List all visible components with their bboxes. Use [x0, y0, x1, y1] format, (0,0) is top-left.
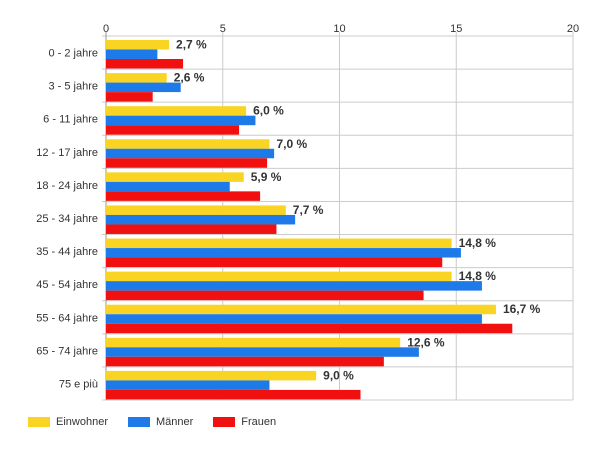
data-label-1: 2,6 %	[174, 71, 205, 85]
category-label-0: 0 - 2 jahre	[48, 48, 98, 60]
data-label-8: 16,7 %	[503, 302, 541, 316]
data-label-10: 9,0 %	[323, 368, 354, 382]
category-label-8: 55 - 64 jahre	[36, 312, 98, 324]
data-label-9: 12,6 %	[407, 335, 445, 349]
legend-swatch-einwohner	[28, 417, 50, 427]
data-label-7: 14,8 %	[459, 269, 497, 283]
bar-1-9	[106, 347, 419, 357]
bar-1-1	[106, 82, 181, 93]
bar-0-2	[106, 106, 247, 116]
bar-0-7	[106, 271, 452, 282]
bar-1-2	[106, 115, 256, 126]
category-label-5: 25 - 34 jahre	[36, 213, 98, 225]
bar-1-8	[106, 314, 482, 324]
bar-2-0	[106, 59, 184, 69]
bar-2-4	[106, 191, 261, 201]
x-tick-label-0: 0	[103, 23, 109, 35]
bar-1-0	[106, 49, 158, 59]
legend-swatch-maenner	[127, 417, 150, 427]
bar-0-0	[106, 40, 170, 50]
category-label-2: 6 - 11 jahre	[43, 114, 98, 126]
bar-0-9	[106, 337, 401, 348]
bar-0-10	[106, 370, 317, 381]
data-label-4: 5,9 %	[251, 170, 282, 184]
legend-label-frauen: Frauen	[241, 416, 277, 428]
bar-0-6	[106, 238, 452, 249]
bar-1-6	[106, 248, 461, 258]
bar-2-3	[106, 158, 268, 168]
bar-2-6	[106, 257, 443, 268]
bar-1-10	[106, 380, 270, 390]
data-label-3: 7,0 %	[276, 137, 307, 151]
data-label-6: 14,8 %	[459, 236, 497, 250]
category-label-6: 35 - 44 jahre	[36, 246, 98, 258]
x-tick-label-5: 5	[220, 23, 226, 35]
category-label-7: 45 - 54 jahre	[36, 279, 98, 291]
legend: Einwohner Männer Frauen	[28, 416, 296, 428]
bar-1-7	[106, 281, 482, 291]
x-tick-label-15: 15	[450, 23, 462, 35]
category-label-1: 3 - 5 jahre	[48, 81, 98, 93]
bar-2-5	[106, 224, 277, 234]
bar-0-8	[106, 304, 496, 315]
legend-label-maenner: Männer	[155, 416, 194, 428]
data-label-0: 2,7 %	[176, 38, 207, 52]
category-label-9: 65 - 74 jahre	[36, 345, 98, 357]
bar-2-10	[106, 389, 361, 400]
legend-item-einwohner: Einwohner	[28, 416, 108, 428]
bar-2-8	[106, 323, 513, 334]
data-label-2: 6,0 %	[253, 104, 284, 118]
legend-swatch-frauen	[213, 417, 236, 427]
data-label-5: 7,7 %	[293, 203, 324, 217]
bar-1-3	[106, 148, 275, 159]
bar-1-4	[106, 181, 230, 192]
x-tick-label-10: 10	[333, 23, 345, 35]
bar-2-1	[106, 92, 153, 102]
bar-0-4	[106, 172, 244, 182]
bar-0-3	[106, 139, 270, 149]
bar-0-5	[106, 205, 286, 215]
category-label-4: 18 - 24 jahre	[36, 180, 98, 192]
legend-item-maenner: Männer	[127, 416, 194, 428]
legend-item-frauen: Frauen	[213, 416, 276, 428]
bar-2-7	[106, 290, 424, 301]
legend-label-einwohner: Einwohner	[56, 416, 108, 428]
category-label-3: 12 - 17 jahre	[36, 147, 98, 159]
bar-0-1	[106, 73, 167, 83]
x-tick-label-20: 20	[567, 23, 579, 35]
bar-2-2	[106, 125, 240, 135]
bar-2-9	[106, 356, 384, 367]
bar-1-5	[106, 214, 296, 225]
category-label-10: 75 e più	[59, 378, 98, 390]
